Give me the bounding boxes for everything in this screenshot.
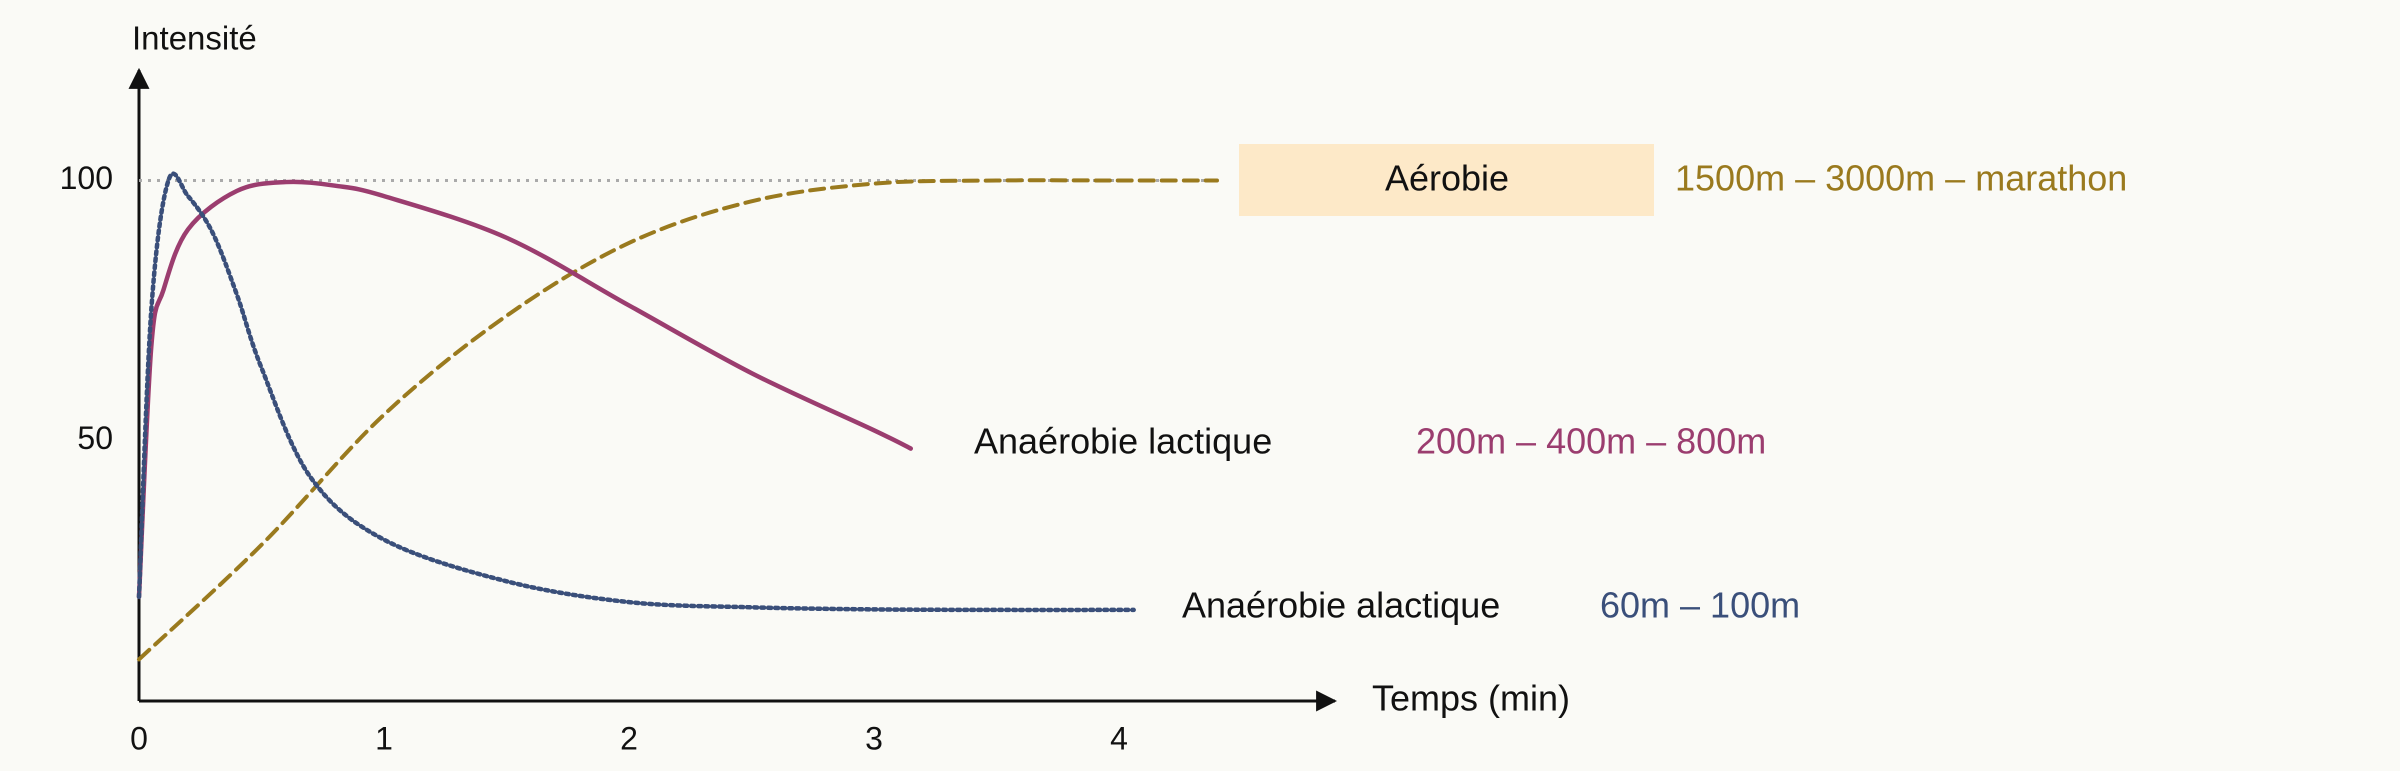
y-axis-label: Intensité [132,20,257,57]
x-tick-label: 1 [375,720,393,756]
x-tick-label: 3 [865,720,883,756]
series-name: Aérobie [1385,158,1509,199]
series-events: 1500m – 3000m – marathon [1675,158,2127,199]
x-tick-label: 4 [1110,720,1128,756]
y-tick-label: 50 [77,420,113,456]
series-line [136,171,1136,613]
series-events: 60m – 100m [1600,585,1800,626]
series-events: 200m – 400m – 800m [1416,421,1766,462]
series-line [136,179,913,600]
x-axis-label: Temps (min) [1372,678,1570,719]
x-tick-label: 0 [130,720,148,756]
x-tick-label: 2 [620,720,638,756]
aerobic-label-box [1239,144,1654,216]
series-name: Anaérobie lactique [974,421,1272,462]
series-name: Anaérobie alactique [1182,585,1500,626]
y-tick-label: 100 [60,160,113,196]
series-line [137,178,1219,662]
